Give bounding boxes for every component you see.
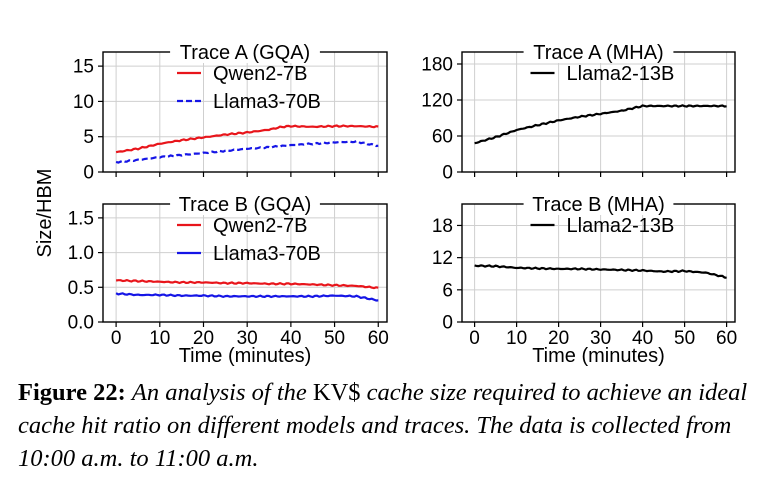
series-line-llama2-13b: [474, 264, 727, 279]
legend-label: Qwen2-7B: [213, 63, 308, 85]
x-tick-label: 10: [506, 328, 527, 349]
panel-title-backdrop: [523, 193, 674, 215]
y-tick-label: 120: [421, 91, 453, 112]
caption-label: Figure 22:: [18, 379, 126, 406]
legend-label: Llama3-70B: [213, 91, 321, 113]
y-tick-label: 15: [73, 57, 94, 78]
x-tick-label: 50: [324, 328, 345, 349]
caption-text-2: cache size required to achieve an ideal …: [18, 379, 748, 472]
x-tick-label: 60: [716, 328, 737, 349]
legend-label: Llama3-70B: [213, 243, 321, 265]
panel-title: Trace B (GQA): [179, 194, 312, 216]
y-tick-label: 1.0: [68, 243, 94, 264]
x-axis-label: Time (minutes): [179, 345, 312, 367]
y-tick-label: 12: [432, 248, 453, 269]
legend-label: Llama2-13B: [567, 215, 675, 237]
chart-panel-2: 0 60 120 180 Trace A (MHA)Llama2-13B: [421, 41, 736, 184]
chart-panel-3: 0.0 0.5 1.0 1.5 0 10 20 30 40 50 60 Time (minutes) T…: [68, 193, 389, 367]
y-tick-label: 18: [432, 216, 453, 237]
panel-title: Trace B (MHA): [532, 194, 665, 216]
x-tick-label: 20: [548, 328, 569, 349]
y-tick-label: 0: [442, 163, 453, 184]
x-tick-label: 30: [590, 328, 611, 349]
series-line-llama3-70b: [115, 292, 379, 302]
panel-title-backdrop: [170, 41, 320, 63]
panel-title: Trace A (GQA): [180, 42, 310, 64]
panel-title-backdrop: [170, 193, 320, 215]
x-axis-label: Time (minutes): [532, 345, 665, 367]
x-tick-label: 0: [111, 328, 122, 349]
series-line-qwen2-7b: [115, 279, 379, 290]
x-tick-label: 50: [674, 328, 695, 349]
legend-label: Llama2-13B: [567, 63, 675, 85]
y-tick-label: 0: [83, 163, 94, 184]
shared-y-axis-label: Size/HBM: [34, 169, 56, 258]
y-tick-label: 180: [421, 55, 453, 76]
y-tick-label: 6: [442, 280, 453, 301]
x-tick-label: 40: [280, 328, 301, 349]
series-line-llama2-13b: [474, 104, 727, 145]
series-line-qwen2-7b: [115, 124, 379, 154]
y-tick-label: 0.5: [68, 278, 94, 299]
legend-label: Qwen2-7B: [213, 215, 308, 237]
caption-kv-term: KV$: [312, 379, 361, 406]
y-tick-label: 10: [73, 92, 94, 113]
x-tick-label: 30: [237, 328, 258, 349]
y-tick-label: 60: [432, 127, 453, 148]
chart-panel-1: 0 5 10 15 Trace A (GQA)Qwen2-7B Llama3-70B: [73, 41, 388, 184]
panel-title-backdrop: [523, 41, 674, 63]
y-tick-label: 5: [83, 127, 94, 148]
y-tick-label: 0: [442, 313, 453, 334]
x-tick-label: 0: [469, 328, 480, 349]
series-line-llama3-70b: [115, 140, 379, 164]
figure-caption: Figure 22: An analysis of the KV$ cache …: [18, 376, 758, 475]
x-tick-label: 60: [368, 328, 389, 349]
y-tick-label: 1.5: [68, 208, 94, 229]
y-tick-label: 0.0: [68, 313, 94, 334]
x-tick-label: 10: [149, 328, 170, 349]
panel-title: Trace A (MHA): [533, 42, 663, 64]
chart-panel-4: 0 6 12 18 0 10 20 30 40 50 60 Time (minutes) Trace B…: [432, 193, 737, 367]
x-tick-label: 40: [632, 328, 653, 349]
caption-text-1: An analysis of the: [131, 379, 307, 406]
x-tick-label: 20: [193, 328, 214, 349]
